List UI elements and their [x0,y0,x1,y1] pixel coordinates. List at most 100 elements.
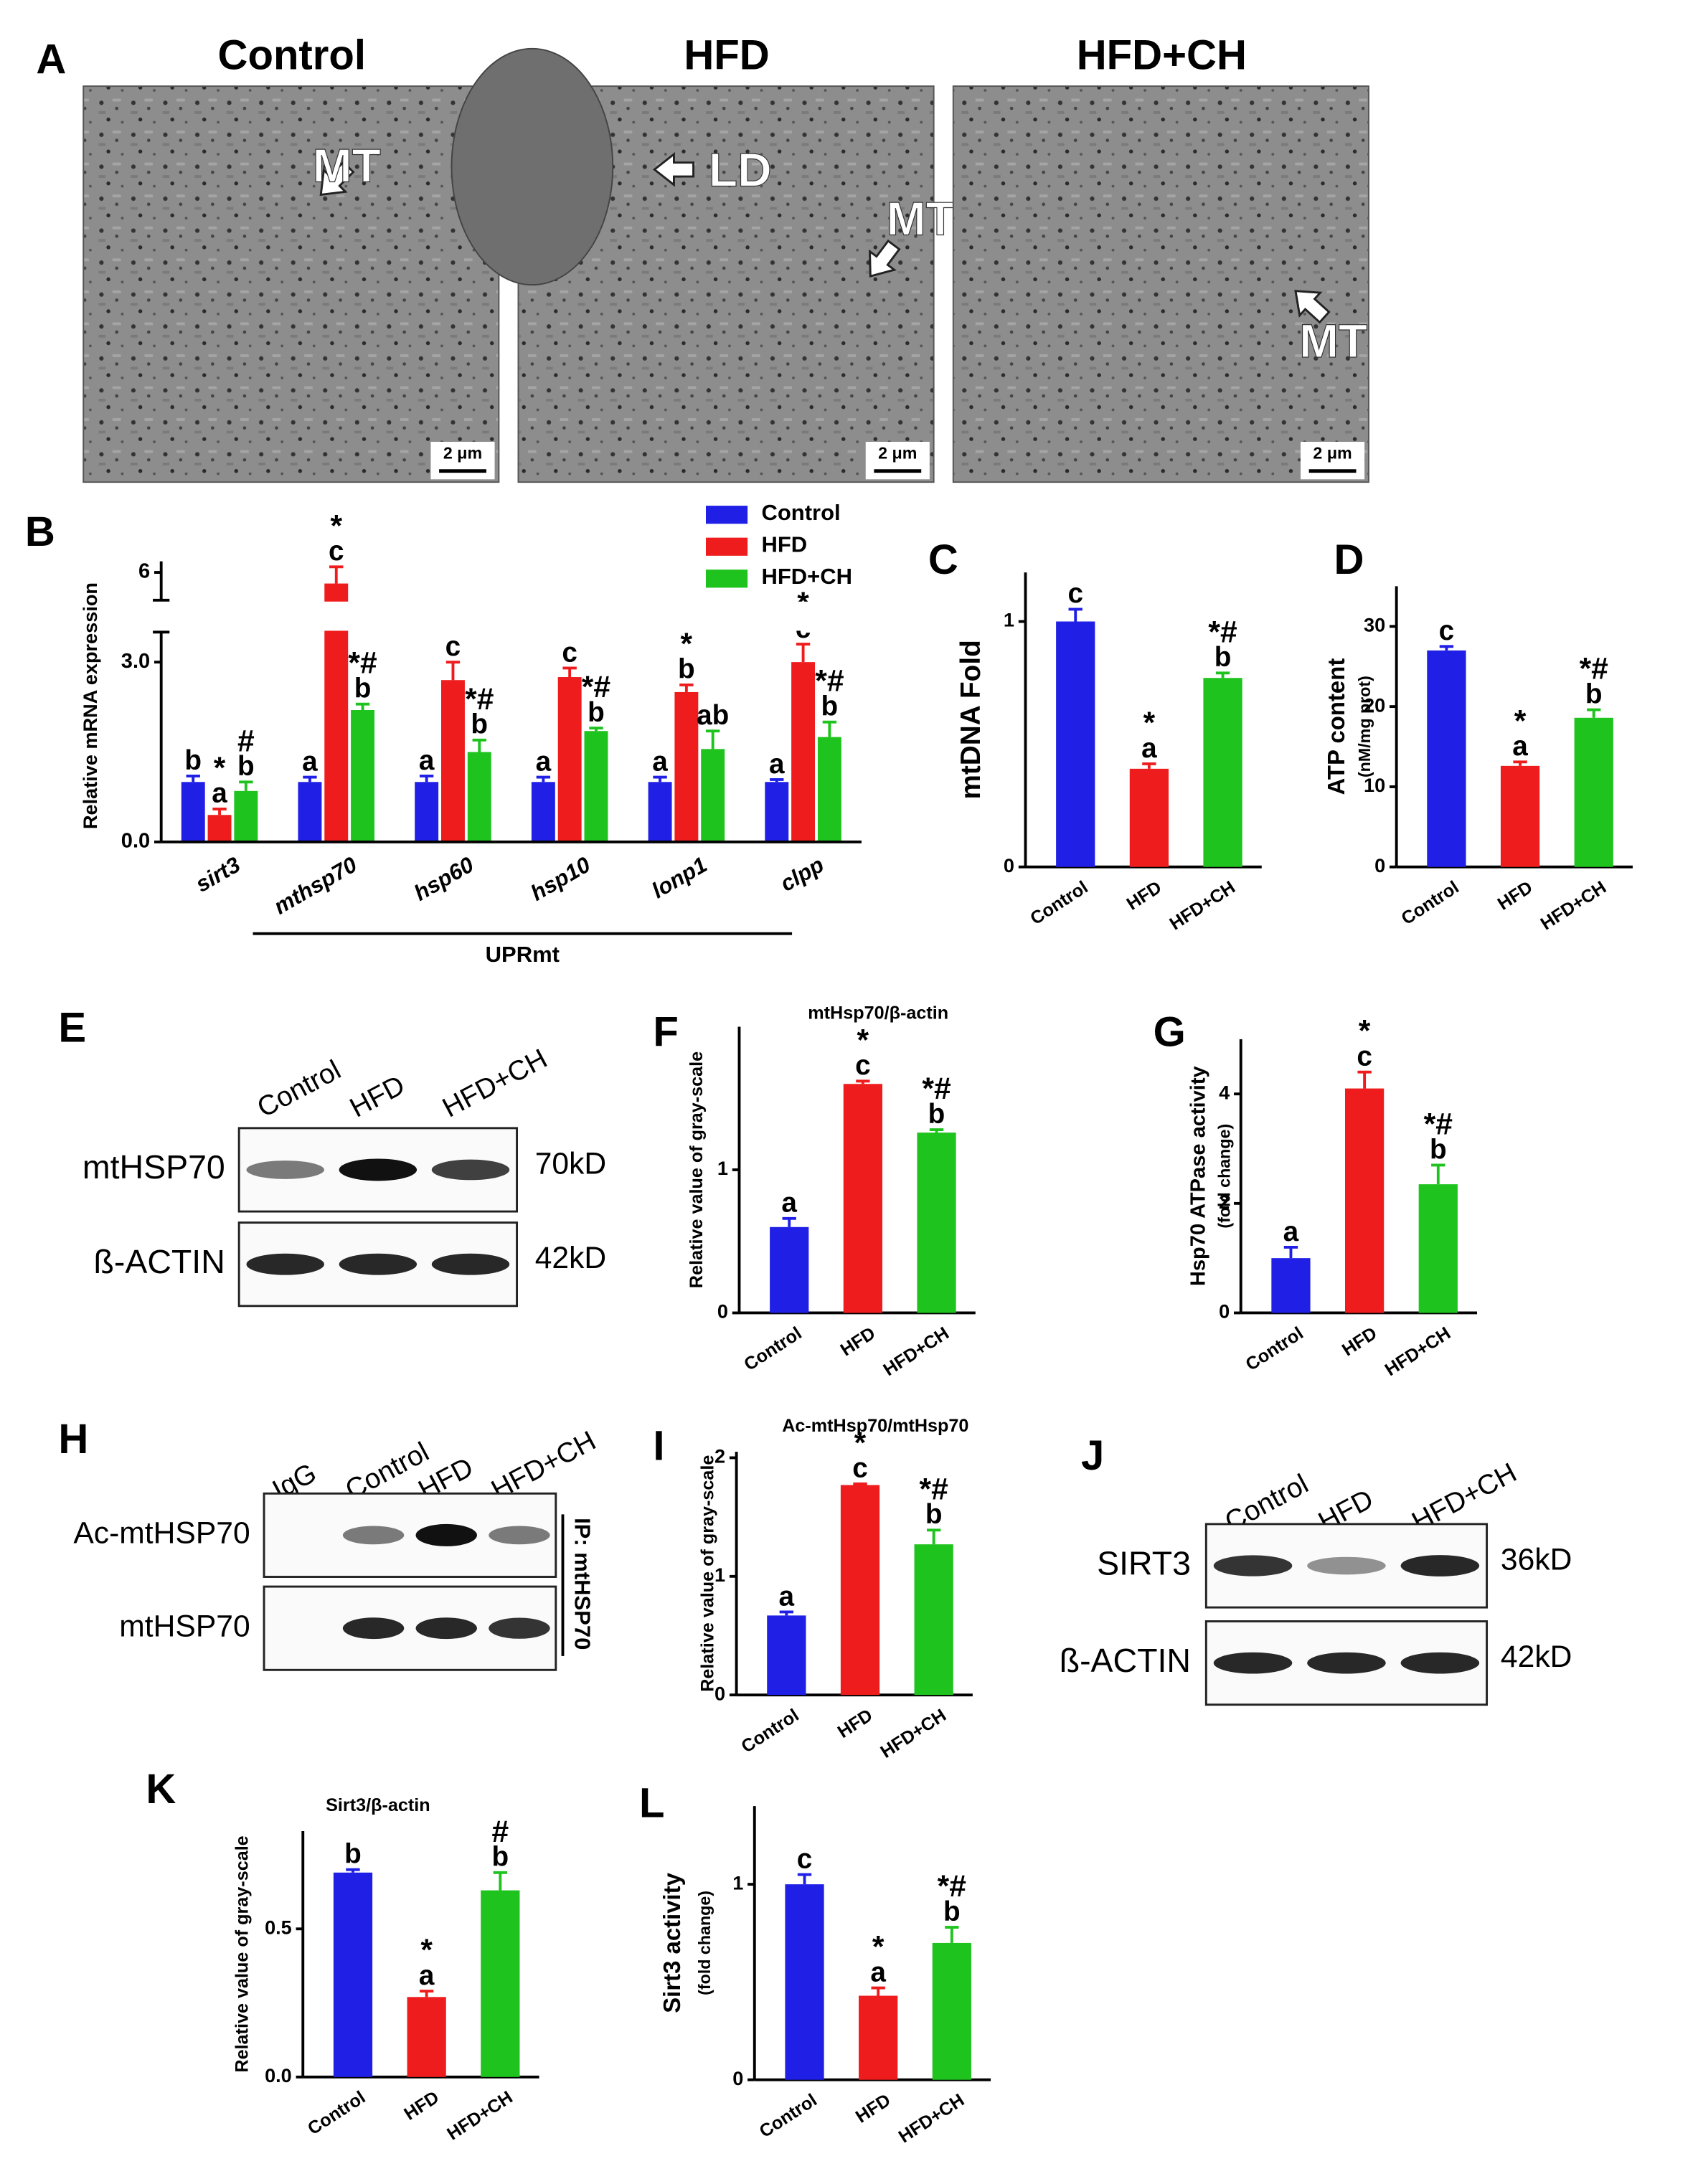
y-tick-label: 20 [1364,694,1385,716]
y-tick-label: 2 [714,1445,725,1467]
image-title: Control [218,32,367,79]
significance-label: b [925,1499,943,1530]
x-tick-label: Control [1242,1323,1307,1375]
significance-label: c [329,536,344,567]
bar [481,1890,520,2077]
bar [467,752,491,842]
x-tick-label: hsp60 [410,852,478,906]
panel-letter: B [25,509,55,555]
significance-label: * [420,1933,433,1967]
y-tick-label: 2 [1219,1191,1230,1213]
bar [767,1615,806,1696]
x-tick-label: HFD+CH [1166,877,1238,934]
y-tick-label: 0.0 [121,830,150,853]
y-axis-title: Relative value of gray-scale [687,1051,707,1288]
y-axis-title: Hsp70 ATPase activity [1187,1066,1209,1286]
y-tick-label: 1 [1004,609,1014,631]
band [339,1253,418,1275]
significance-label: * [872,1930,885,1965]
panel-letter: J [1081,1432,1104,1479]
significance-label: a [302,746,318,777]
bar [584,731,608,842]
band [1213,1652,1293,1674]
panel-letter: C [928,536,958,583]
row-label: mtHSP70 [82,1148,225,1186]
significance-label: b [588,697,605,728]
bar [1574,717,1613,867]
x-tick-label: Control [740,1323,805,1375]
significance-label: *# [1424,1107,1453,1141]
bar [817,737,841,842]
bar [932,1942,971,2080]
significance-label: c [1067,578,1083,609]
image-label: MT [1299,314,1367,367]
scale-bar-box [430,441,495,480]
bar [674,691,699,842]
x-tick-label: lonp1 [648,852,712,904]
bar [557,677,582,842]
x-tick-label: HFD [837,1323,879,1361]
band [489,1526,550,1545]
bar [415,782,439,842]
bar [298,782,322,842]
row-label: mtHSP70 [119,1609,250,1643]
bar [333,1872,373,2077]
panel-letter: E [58,1005,86,1051]
y-tick-label: 4 [1219,1081,1230,1103]
ip-label: IP: mtHSP70 [570,1518,595,1650]
significance-label: c [562,637,577,668]
axis-break [162,601,872,631]
y-axis-title: Relative value of gray-scale [232,1835,253,2072]
significance-label: b [928,1099,945,1130]
panel-letter: L [639,1779,665,1826]
bar [1500,765,1540,867]
y-axis-subtitle: (fold change) [1215,1124,1234,1229]
significance-label: * [681,627,693,661]
significance-label: a [1141,733,1157,764]
bar [1271,1258,1311,1313]
x-tick-label: HFD+CH [443,2087,516,2144]
significance-label: *# [938,1869,967,1904]
y-tick-label: 0.5 [265,1916,292,1938]
chart-title: mtHsp70/β-actin [808,1003,948,1024]
band [342,1617,405,1640]
micrograph [82,85,500,483]
band [339,1158,418,1181]
legend-label: HFD+CH [761,564,852,589]
bar [234,790,258,842]
band [246,1160,324,1179]
y-tick-label: 0.0 [265,2064,292,2086]
x-tick-label: hsp10 [527,852,595,906]
band [342,1526,405,1545]
lane-label: HFD+CH [438,1043,552,1123]
x-tick-label: sirt3 [192,852,245,897]
significance-label: c [852,1453,868,1484]
significance-label: *# [582,670,611,704]
x-tick-label: HFD+CH [895,2090,968,2147]
band [246,1253,324,1275]
significance-label: * [330,509,342,543]
y-tick-label: 0 [1004,854,1014,876]
y-tick-label: 10 [1364,774,1385,796]
significance-label: * [857,1023,869,1057]
band [1400,1652,1480,1674]
lane-label: Control [253,1054,346,1124]
legend-swatch [705,537,748,556]
x-tick-label: Control [737,1705,802,1757]
significance-label: *# [922,1072,951,1106]
significance-label: a [419,745,435,776]
y-axis-subtitle: (fold change) [695,1891,714,1995]
y-tick-label: 3.0 [121,650,150,673]
significance-label: a [870,1957,886,1987]
significance-label: a [769,749,785,780]
legend-swatch [705,569,748,588]
chart-title: Ac-mtHsp70/mtHsp70 [782,1416,968,1436]
row-label: SIRT3 [1097,1544,1191,1582]
chart-title: Sirt3/β-actin [326,1795,430,1815]
y-axis-title: mtDNA Fold [956,640,986,799]
significance-label: b [471,709,488,740]
significance-label: c [445,631,461,662]
row-label: ß-ACTIN [1060,1642,1191,1679]
significance-label: a [781,1188,797,1219]
